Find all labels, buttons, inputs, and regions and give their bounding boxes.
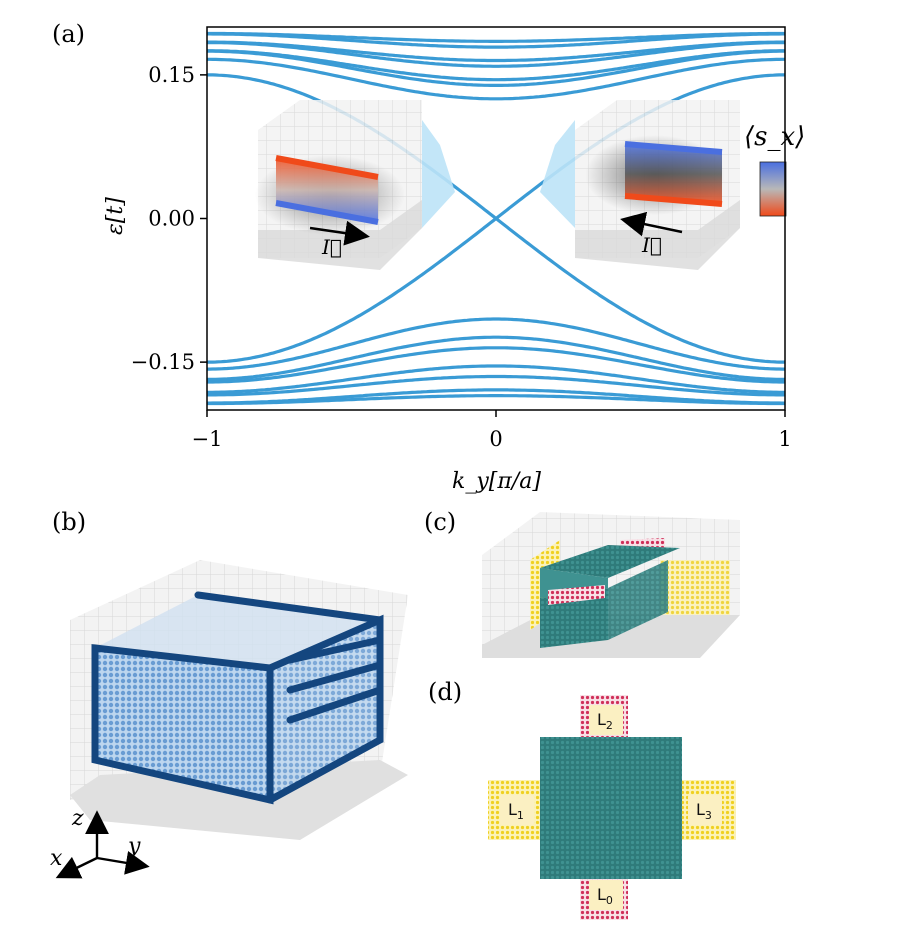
x-axis-label: k_y[π/a] bbox=[452, 469, 541, 494]
band-lines bbox=[207, 31, 785, 406]
band-lower-4 bbox=[207, 374, 785, 397]
band-lower-2 bbox=[207, 346, 785, 384]
band-crossing-2 bbox=[207, 73, 785, 364]
panel-label-c: (c) bbox=[424, 508, 456, 536]
colorbar-legend: ⟨s_x⟩ bbox=[744, 122, 805, 217]
lead-l2-label: L2 bbox=[597, 710, 613, 732]
y-tick-label: −0.15 bbox=[131, 350, 195, 374]
inset-right-current-label: I⃗ bbox=[641, 233, 662, 257]
y-tick-label: 0.00 bbox=[148, 207, 195, 231]
wire-3d-plot: z x y bbox=[50, 560, 408, 879]
band-lower-1 bbox=[207, 335, 785, 381]
inset-left-current-label: I⃗ bbox=[321, 235, 342, 259]
band-upper-4 bbox=[207, 40, 785, 63]
band-lower-0 bbox=[207, 317, 785, 371]
x-ticks: −1 0 1 bbox=[192, 410, 792, 451]
y-tick-label: 0.15 bbox=[148, 63, 195, 87]
lead-l1-label: L1 bbox=[508, 800, 524, 822]
axis-triad bbox=[55, 810, 150, 879]
y-ticks: −0.15 0.00 0.15 bbox=[131, 63, 207, 374]
axis-x-label: x bbox=[50, 846, 63, 871]
band-upper-2 bbox=[207, 49, 785, 82]
colorbar-title: ⟨s_x⟩ bbox=[744, 122, 805, 152]
y-axis-label: ε[t] bbox=[103, 197, 128, 235]
device-3d-plot bbox=[482, 512, 740, 658]
panel-label-d: (d) bbox=[428, 678, 462, 706]
band-upper-1 bbox=[207, 49, 785, 87]
band-lower-5 bbox=[207, 388, 785, 405]
axis-y-label: y bbox=[127, 834, 141, 859]
axis-z-label: z bbox=[71, 806, 84, 831]
lead-l3-label: L3 bbox=[696, 800, 712, 822]
panel-label-b: (b) bbox=[52, 508, 86, 536]
band-lower-6 bbox=[207, 394, 785, 406]
band-upper-6 bbox=[207, 31, 785, 43]
band-chart: I⃗ I⃗ ⟨s_x⟩ −1 0 1 −0.150.000.15 k_y[π/a] … bbox=[103, 26, 805, 494]
scattering-region bbox=[540, 737, 682, 879]
lead-l0-label: L0 bbox=[597, 885, 613, 907]
panel-label-a: (a) bbox=[52, 20, 85, 48]
inset-left: I⃗ bbox=[255, 100, 455, 270]
inset-right: I⃗ bbox=[540, 100, 740, 270]
band-upper-5 bbox=[207, 32, 785, 49]
x-tick-label: −1 bbox=[192, 427, 223, 451]
band-lower-3 bbox=[207, 364, 785, 394]
band-upper-0 bbox=[207, 57, 785, 101]
band-upper-3 bbox=[207, 41, 785, 68]
device-top-view: L2 L0 L1 L3 bbox=[488, 695, 736, 920]
colorbar bbox=[759, 161, 787, 217]
x-tick-label: 0 bbox=[489, 427, 502, 451]
x-tick-label: 1 bbox=[778, 427, 791, 451]
